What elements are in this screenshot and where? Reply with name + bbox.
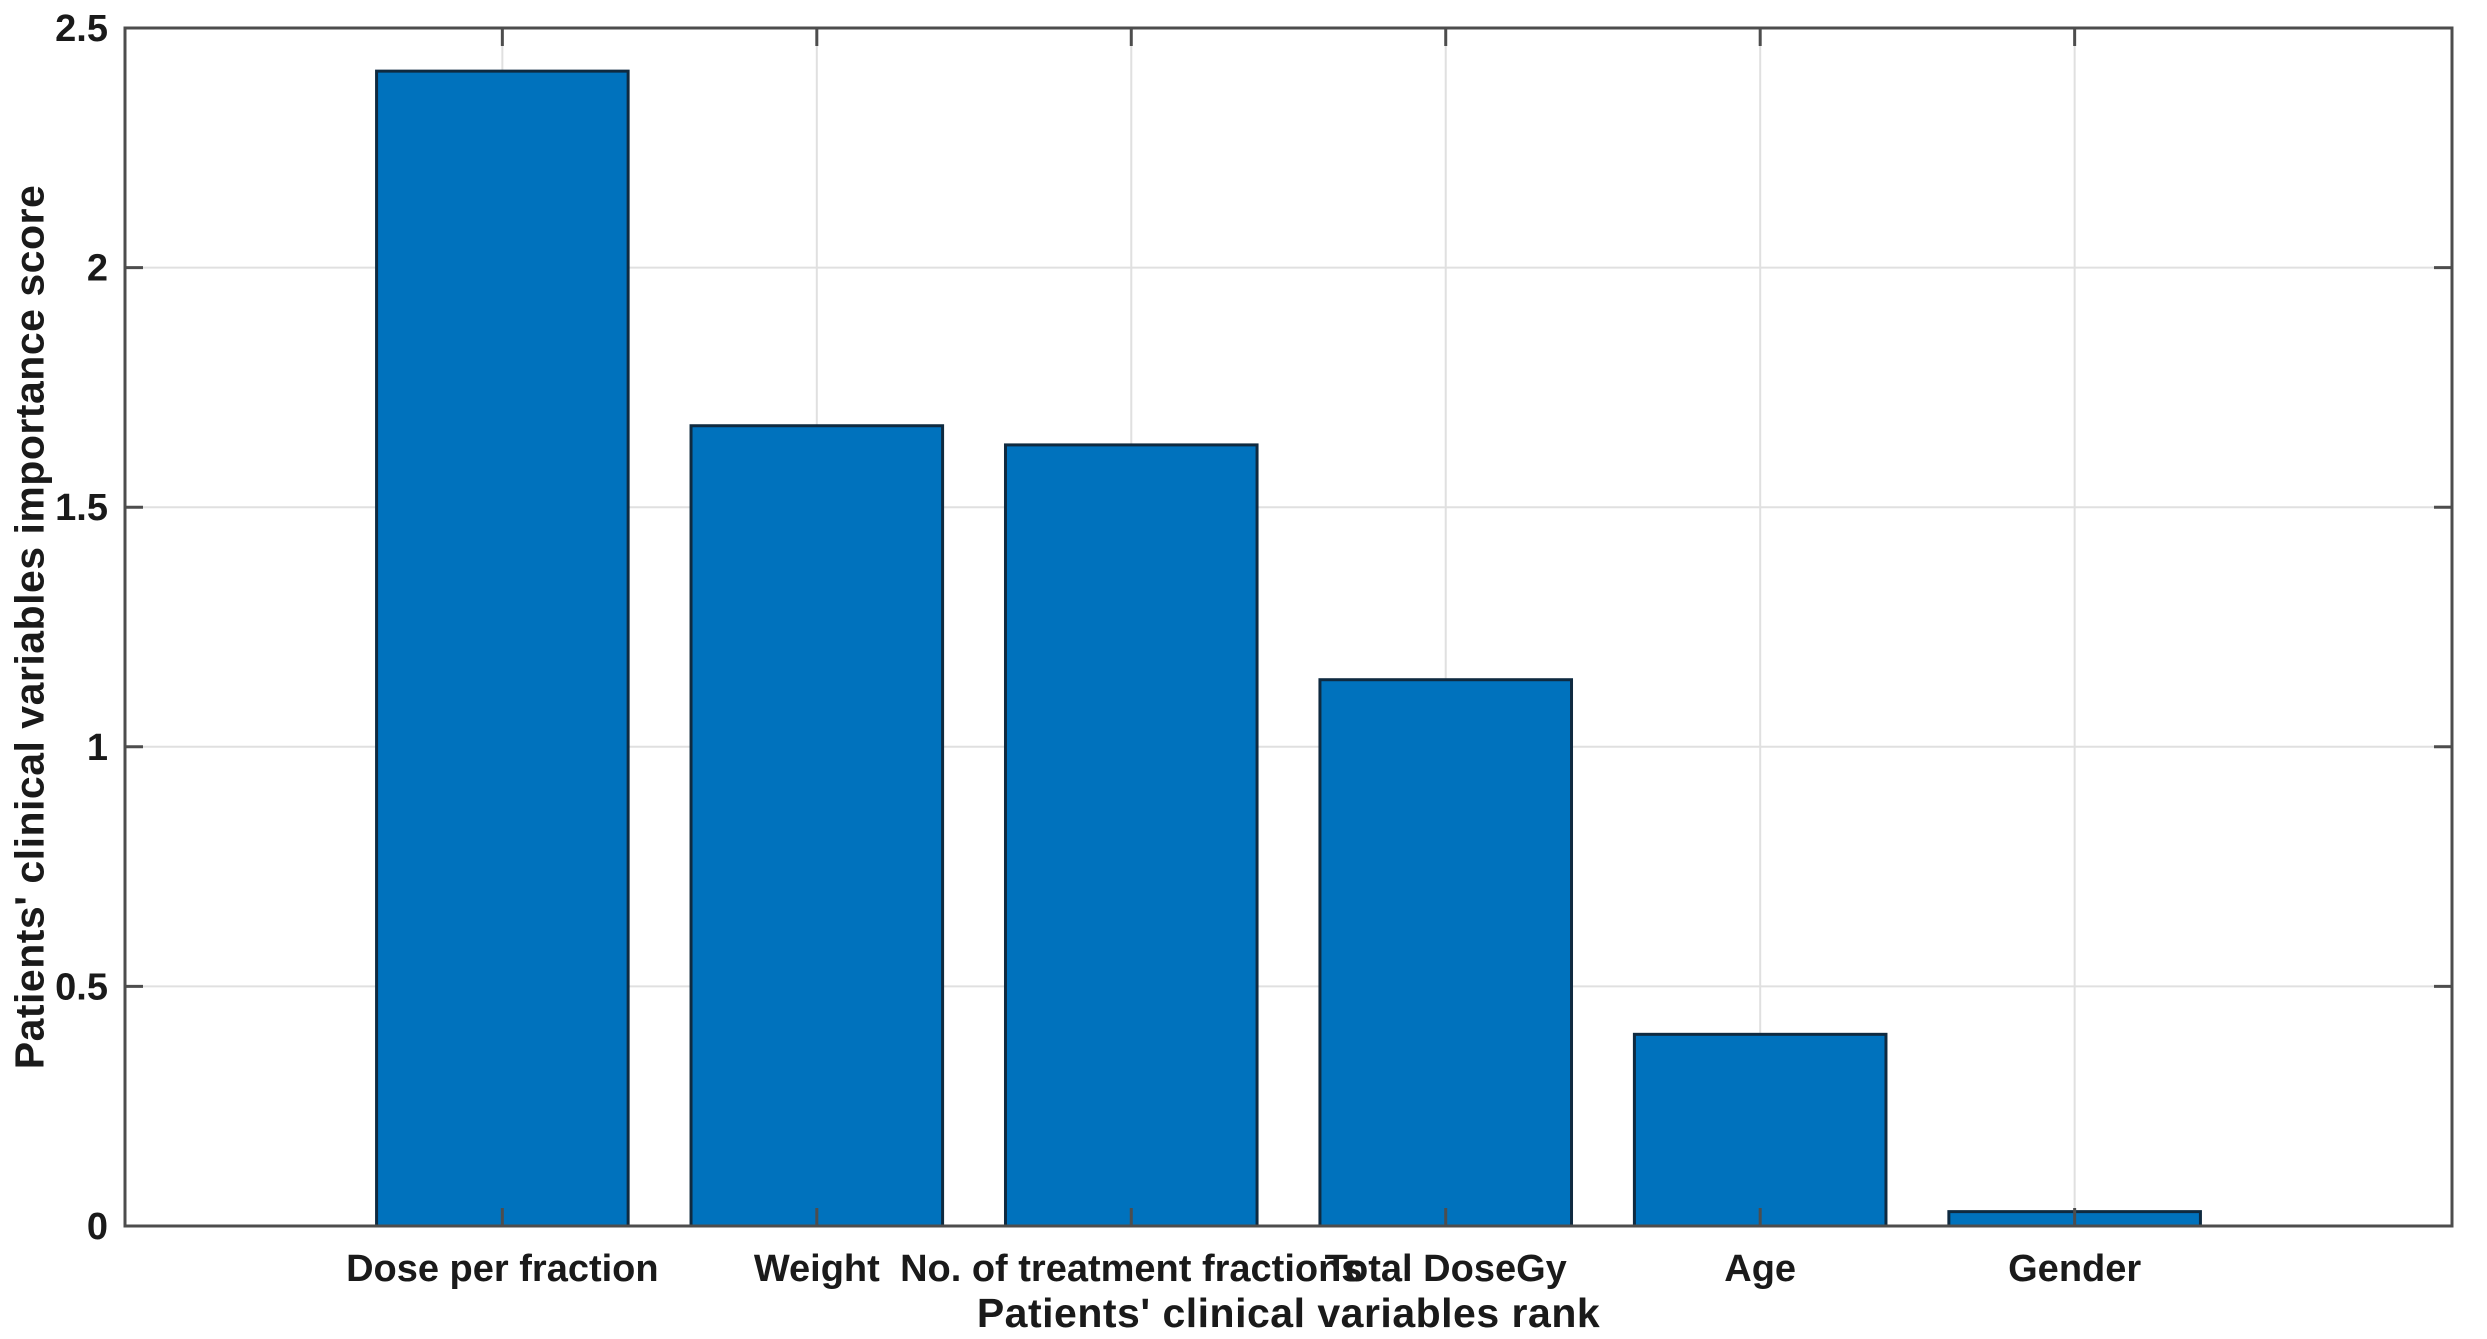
bar-age: [1632, 1032, 1888, 1228]
plot-border: [123, 26, 2454, 1228]
axis-box: [123, 26, 2454, 1228]
x-category-label-weight: Weight: [754, 1248, 880, 1290]
x-axis-title: Patients' clinical variables rank: [976, 1290, 1601, 1336]
bar-no-of-treatment-fractions: [1003, 443, 1259, 1228]
bar-total-dosegy: [1318, 678, 1574, 1228]
x-category-label-gender: Gender: [2008, 1248, 2141, 1290]
y-axis-title-area: Patients' clinical variables importance …: [4, 28, 56, 1226]
y-tick-label-0: 0: [87, 1206, 108, 1248]
tick-labels: 0 0.5 1 1.5 2 2.5 Dose per fraction Weight No. o…: [55, 8, 2141, 1290]
y-tick-label-2.5: 2.5: [55, 8, 108, 50]
y-tick-label-1.5: 1.5: [55, 487, 108, 529]
x-category-label-age: Age: [1724, 1248, 1796, 1290]
x-category-label-dose-per-fraction: Dose per fraction: [346, 1248, 659, 1290]
bars: [375, 69, 2202, 1228]
y-tick-label-0.5: 0.5: [55, 966, 108, 1008]
axis-ticks: [125, 26, 2452, 1228]
bar-dose-per-fraction: [375, 69, 630, 1228]
bar-weight: [689, 424, 945, 1228]
x-category-label-no-of-treatment-fractions: No. of treatment fractions: [900, 1248, 1362, 1290]
x-category-label-total-dosegy: Total DoseGy: [1325, 1248, 1567, 1290]
y-tick-label-1: 1: [87, 727, 108, 769]
y-tick-label-2: 2: [87, 248, 108, 290]
y-axis-title: Patients' clinical variables importance …: [6, 184, 53, 1070]
